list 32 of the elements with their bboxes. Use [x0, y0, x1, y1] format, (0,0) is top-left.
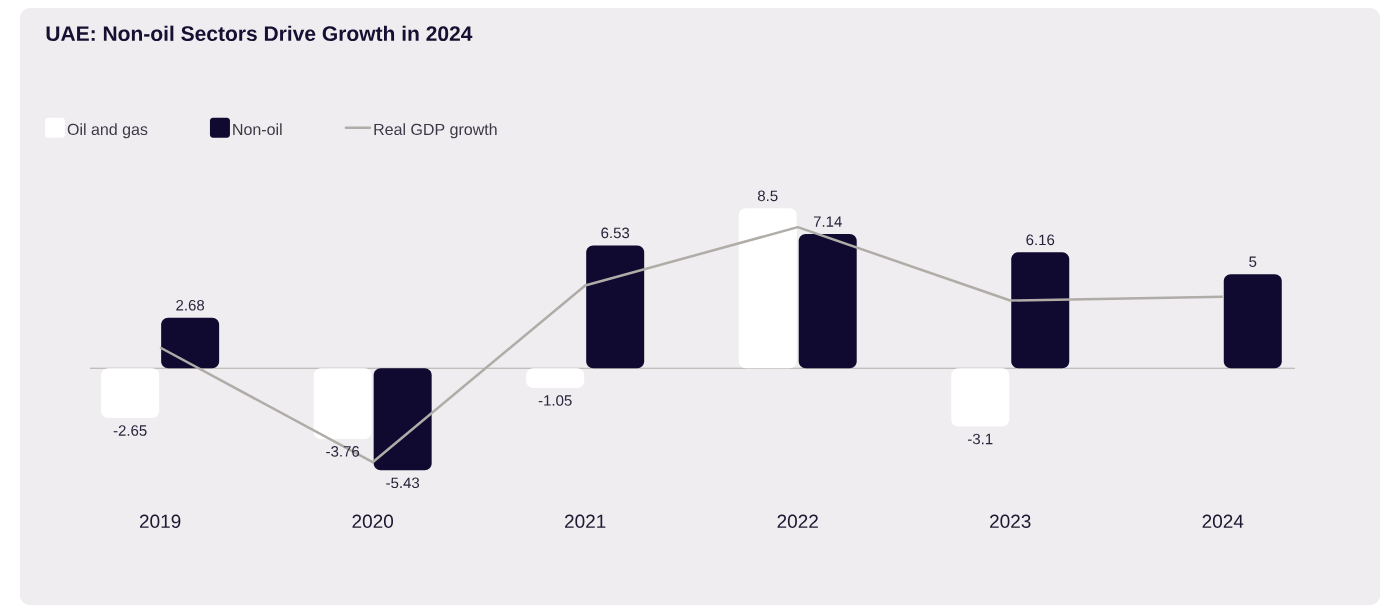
bar — [798, 233, 857, 369]
bar — [738, 208, 797, 369]
data-label: -3.1 — [967, 433, 993, 445]
bar — [1011, 252, 1070, 369]
data-label: -5.43 — [386, 477, 420, 489]
bar — [951, 368, 1010, 427]
bar — [586, 245, 645, 369]
data-label: 7.14 — [813, 216, 842, 227]
bar — [526, 368, 585, 388]
bar — [373, 368, 432, 471]
x-tick-label: 2024 — [1202, 514, 1244, 528]
legend-label: Real GDP growth — [374, 123, 497, 139]
bar — [101, 368, 160, 419]
data-label: 2.68 — [176, 299, 205, 311]
x-tick-label: 2023 — [990, 514, 1031, 528]
data-label: -3.76 — [326, 446, 360, 457]
x-tick-label: 2020 — [352, 514, 394, 528]
chart-title: UAE: Non-oil Sectors Drive Growth in 2024 — [46, 25, 473, 42]
legend-label: Oil and gas — [67, 123, 148, 139]
data-label: -2.65 — [113, 425, 147, 436]
data-label: 6.16 — [1026, 234, 1055, 246]
data-label: 6.53 — [601, 227, 630, 239]
legend-label: Non-oil — [233, 123, 282, 136]
bar — [313, 368, 372, 439]
bar — [161, 317, 220, 369]
data-label: 8.5 — [757, 190, 778, 202]
x-tick-label: 2022 — [777, 514, 818, 528]
data-label: 5 — [1249, 256, 1257, 267]
x-tick-label: 2019 — [139, 514, 181, 528]
x-tick-label: 2021 — [565, 514, 606, 528]
bar — [1223, 274, 1282, 369]
data-label: -1.05 — [538, 395, 572, 406]
